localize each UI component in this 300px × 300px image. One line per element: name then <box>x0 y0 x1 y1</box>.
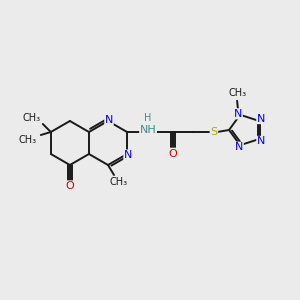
Text: N: N <box>124 150 132 160</box>
Text: H: H <box>144 113 152 123</box>
Text: O: O <box>65 181 74 191</box>
Text: S: S <box>211 127 218 137</box>
Text: N: N <box>257 136 265 146</box>
Text: O: O <box>169 149 177 159</box>
Text: CH₃: CH₃ <box>228 88 246 98</box>
Text: NH: NH <box>140 125 156 135</box>
Text: CH₃: CH₃ <box>23 113 41 123</box>
Text: N: N <box>257 114 265 124</box>
Text: N: N <box>235 142 243 152</box>
Text: N: N <box>234 109 242 119</box>
Text: CH₃: CH₃ <box>19 135 37 145</box>
Text: CH₃: CH₃ <box>110 177 128 187</box>
Text: N: N <box>105 115 113 125</box>
